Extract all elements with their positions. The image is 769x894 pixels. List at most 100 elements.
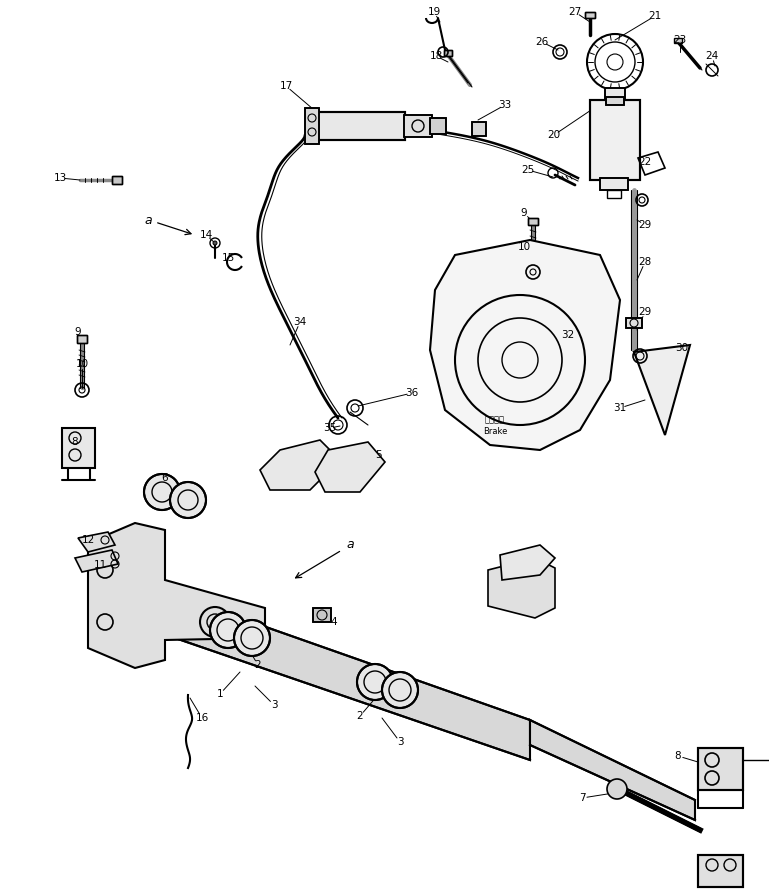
Polygon shape [430, 240, 620, 450]
Bar [585, 12, 595, 18]
Text: 34: 34 [294, 317, 307, 327]
Circle shape [213, 241, 217, 245]
Text: 21: 21 [648, 11, 661, 21]
Text: a: a [346, 538, 354, 552]
Bar [112, 176, 122, 184]
Circle shape [357, 664, 393, 700]
Text: 25: 25 [521, 165, 534, 175]
Text: 17: 17 [279, 81, 293, 91]
Text: 5: 5 [375, 450, 381, 460]
Bar [606, 97, 624, 105]
Bar [313, 608, 331, 622]
Text: 9: 9 [521, 208, 528, 218]
Text: 10: 10 [75, 359, 88, 369]
Polygon shape [530, 720, 695, 820]
Text: 13: 13 [53, 173, 67, 183]
Bar [404, 115, 432, 137]
Bar [528, 218, 538, 225]
Polygon shape [175, 595, 530, 760]
Text: 32: 32 [561, 330, 574, 340]
Text: 8: 8 [72, 437, 78, 447]
Bar [590, 100, 640, 180]
Bar [313, 608, 331, 622]
Bar [605, 88, 625, 100]
Text: 12: 12 [82, 535, 95, 545]
Polygon shape [500, 545, 555, 580]
Text: 36: 36 [405, 388, 418, 398]
Bar [600, 178, 628, 190]
Bar [674, 38, 682, 43]
Text: 2: 2 [255, 660, 261, 670]
Text: 2: 2 [357, 711, 363, 721]
Text: 29: 29 [638, 220, 651, 230]
Text: 26: 26 [535, 37, 548, 47]
Bar [305, 108, 319, 144]
Bar [77, 335, 87, 343]
Text: 4: 4 [331, 617, 338, 627]
Bar [77, 335, 87, 343]
Text: 35: 35 [324, 423, 337, 433]
Bar [698, 855, 743, 887]
Bar [404, 115, 432, 137]
Bar [626, 318, 642, 328]
Text: Brake: Brake [483, 427, 508, 436]
Circle shape [382, 672, 418, 708]
Bar [605, 88, 625, 100]
Text: 23: 23 [674, 35, 687, 45]
Text: 6: 6 [161, 473, 168, 483]
Polygon shape [78, 532, 115, 552]
Text: ブレーキ: ブレーキ [485, 416, 505, 425]
Text: 27: 27 [568, 7, 581, 17]
Text: 9: 9 [75, 327, 82, 337]
Bar [444, 50, 452, 56]
Text: 1: 1 [217, 689, 223, 699]
Bar [472, 122, 486, 136]
Text: 28: 28 [638, 257, 651, 267]
Bar [606, 97, 624, 105]
Text: 16: 16 [195, 713, 208, 723]
Text: 19: 19 [428, 7, 441, 17]
Polygon shape [315, 442, 385, 492]
Text: 15: 15 [221, 253, 235, 263]
Text: 30: 30 [675, 343, 688, 353]
Bar [528, 218, 538, 225]
Text: 10: 10 [518, 242, 531, 252]
Bar [600, 178, 628, 190]
Bar [590, 100, 640, 180]
Bar [626, 318, 642, 328]
Bar [305, 108, 319, 144]
Bar [315, 112, 405, 140]
Polygon shape [75, 550, 118, 572]
Bar [607, 190, 621, 198]
Bar [112, 176, 122, 184]
Bar [472, 122, 486, 136]
Polygon shape [260, 440, 340, 490]
Text: 8: 8 [674, 751, 681, 761]
Polygon shape [62, 428, 95, 468]
Circle shape [607, 779, 627, 799]
Text: 33: 33 [498, 100, 511, 110]
Text: 11: 11 [93, 560, 107, 570]
Polygon shape [488, 558, 555, 618]
Text: a: a [145, 214, 151, 226]
Circle shape [210, 612, 246, 648]
Text: 3: 3 [271, 700, 278, 710]
Circle shape [144, 474, 180, 510]
Polygon shape [88, 523, 265, 668]
Text: 22: 22 [638, 157, 651, 167]
Circle shape [170, 482, 206, 518]
Bar [698, 855, 743, 887]
Text: 3: 3 [397, 737, 403, 747]
Polygon shape [634, 345, 690, 435]
Text: 29: 29 [638, 307, 651, 317]
Bar [315, 112, 405, 140]
Text: 18: 18 [429, 51, 443, 61]
Bar [698, 748, 743, 790]
Text: 24: 24 [705, 51, 718, 61]
Bar [430, 118, 446, 134]
Text: 7: 7 [579, 793, 585, 803]
Bar [444, 50, 452, 56]
Bar [585, 12, 595, 18]
Bar [698, 748, 743, 790]
Text: 31: 31 [614, 403, 627, 413]
